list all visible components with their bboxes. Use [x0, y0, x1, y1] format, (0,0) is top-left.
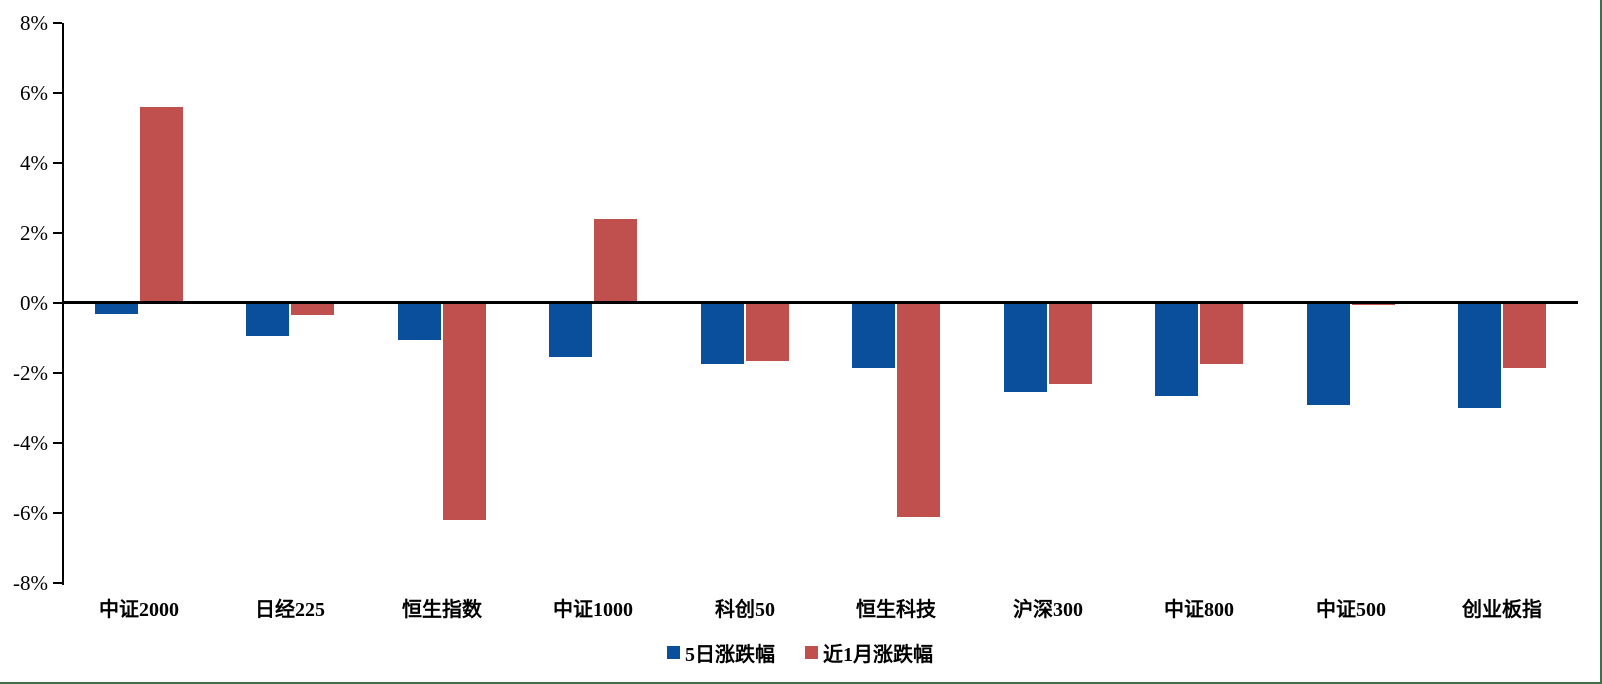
legend-swatch-blue-icon: [667, 646, 680, 659]
y-tick-label: -6%: [13, 501, 48, 525]
category-label: 恒生指数: [402, 599, 482, 621]
bar: [140, 107, 183, 303]
y-tick-label: 0%: [20, 291, 48, 315]
bar: [852, 303, 895, 368]
y-tick-label: 8%: [20, 11, 48, 35]
y-axis-tick: [53, 162, 62, 164]
category-label: 中证500: [1316, 599, 1386, 621]
legend-item-5day: 5日涨跌幅: [667, 638, 775, 667]
category-label: 沪深300: [1013, 599, 1083, 621]
category-label: 中证1000: [553, 599, 633, 621]
y-tick-label: 6%: [20, 81, 48, 105]
y-axis-line: [62, 23, 64, 585]
y-axis-tick: [53, 302, 62, 304]
category-label: 日经225: [255, 599, 325, 621]
y-tick-label: 4%: [20, 151, 48, 175]
y-axis-tick: [53, 372, 62, 374]
legend-label-1month: 近1月涨跌幅: [823, 644, 933, 666]
y-axis-tick: [53, 22, 62, 24]
bar: [701, 303, 744, 364]
bar: [291, 303, 334, 315]
bar: [594, 219, 637, 303]
x-axis-zero-line: [62, 301, 1578, 304]
bar: [1200, 303, 1243, 364]
legend-item-1month: 近1月涨跌幅: [805, 638, 933, 667]
bar: [1503, 303, 1546, 368]
y-tick-label: -8%: [13, 571, 48, 595]
category-label: 中证800: [1164, 599, 1234, 621]
legend-label-5day: 5日涨跌幅: [685, 644, 775, 666]
bar: [246, 303, 289, 336]
bar: [398, 303, 441, 340]
category-label: 创业板指: [1462, 599, 1542, 621]
bar: [443, 303, 486, 520]
y-axis-tick: [53, 92, 62, 94]
bar: [1458, 303, 1501, 408]
bar: [1004, 303, 1047, 392]
y-tick-label: -4%: [13, 431, 48, 455]
bar: [1049, 303, 1092, 384]
y-tick-label: -2%: [13, 361, 48, 385]
bar: [897, 303, 940, 517]
y-tick-label: 2%: [20, 221, 48, 245]
category-label: 中证2000: [99, 599, 179, 621]
y-axis-tick: [53, 512, 62, 514]
bar: [549, 303, 592, 357]
bar: [746, 303, 789, 361]
bar: [95, 303, 138, 314]
bar: [1155, 303, 1198, 396]
legend: 5日涨跌幅 近1月涨跌幅: [0, 638, 1600, 667]
y-axis-tick: [53, 442, 62, 444]
legend-swatch-red-icon: [805, 646, 818, 659]
y-axis-tick: [53, 582, 62, 584]
category-label: 科创50: [715, 599, 775, 621]
y-axis-tick: [53, 232, 62, 234]
category-label: 恒生科技: [856, 599, 936, 621]
bar: [1307, 303, 1350, 405]
bar: [1352, 303, 1395, 305]
